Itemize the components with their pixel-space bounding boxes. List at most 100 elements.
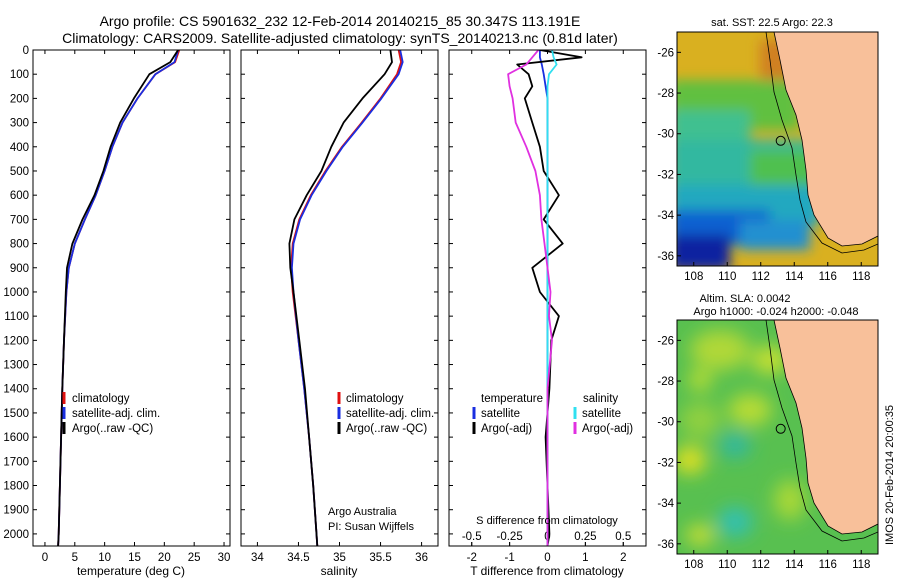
figure-title-line-1: Argo profile: CS 5901632_232 12-Feb-2014… (100, 13, 581, 29)
s-diff-tick-label: -0.25 (497, 531, 523, 543)
legend-label-satellite-adj: satellite-adj. clim. (346, 408, 434, 420)
sla-map-frame (676, 319, 879, 555)
temperature-legend: climatology satellite-adj. clim. Argo(..… (62, 392, 160, 435)
temperature-x-label: temperature (deg C) (77, 564, 185, 578)
sst-map-panel: sat. SST: 22.5 Argo: 22.3 108 110 112 114 11… (657, 17, 879, 283)
x-tick-label: 35.5 (369, 552, 391, 564)
sst-1000m-isobath (765, 32, 878, 254)
temperature-profiles (57, 50, 181, 546)
lon-tick-label: 116 (819, 559, 837, 571)
lon-tick-label: 108 (684, 271, 703, 283)
sla-map-axis-ticks: 108 110 112 114 116 118 -26 -28 -30 -32 -34 -36 (657, 335, 870, 571)
lat-tick-label: -26 (657, 47, 674, 59)
legend-label-temp-satellite: satellite (481, 408, 520, 420)
sst-map-title: sat. SST: 22.5 Argo: 22.3 (711, 17, 833, 29)
sla-map-subtitle: Argo h1000: -0.024 h2000: -0.048 (693, 306, 858, 318)
series-line-satellite-adj-clim- (290, 50, 404, 546)
legend-label-satellite-adj: satellite-adj. clim. (72, 408, 160, 420)
x-tick-label: 2 (620, 552, 626, 564)
x-tick-label: 30 (218, 552, 231, 564)
sla-land-mass (774, 320, 878, 534)
legend-label-argo: Argo(..raw -QC) (346, 423, 427, 435)
x-tick-label: 20 (158, 552, 171, 564)
series-line-climatology (290, 50, 403, 546)
salinity-panel: 34 34.5 35 35.5 36 salinity climatology sate… (240, 49, 439, 578)
depth-tick-label: 700 (10, 214, 29, 226)
salinity-profiles (288, 50, 404, 546)
x-tick-label: 0 (42, 552, 48, 564)
legend-label-temp-argo: Argo(-adj) (481, 423, 532, 435)
x-tick-label: -2 (467, 552, 477, 564)
s-diff-tick-label: 0.5 (615, 531, 631, 543)
legend-label-climatology: climatology (72, 393, 130, 405)
x-tick-label: 0 (544, 552, 550, 564)
s-diff-tick-label: -0.5 (462, 531, 482, 543)
depth-tick-label: 100 (10, 69, 29, 81)
x-tick-label: 34.5 (287, 552, 309, 564)
depth-tick-label: 1100 (4, 311, 29, 323)
figure-title-line-2: Climatology: CARS2009. Satellite-adjuste… (62, 30, 618, 46)
lat-tick-label: -30 (657, 129, 674, 141)
series-line-salinity-satellite (546, 50, 558, 546)
x-tick-label: 1 (582, 552, 588, 564)
lat-tick-label: -34 (657, 498, 674, 510)
x-tick-label: 34 (251, 552, 264, 564)
legend-label-climatology: climatology (346, 393, 404, 405)
lon-tick-label: 116 (819, 271, 837, 283)
difference-legend-temperature: temperature satellite Argo(-adj) (472, 393, 543, 435)
x-tick-label: 10 (98, 552, 111, 564)
lat-tick-label: -36 (657, 251, 674, 263)
salinity-axis-ticks: 34 34.5 35 35.5 36 (241, 49, 438, 564)
lat-tick-label: -32 (657, 169, 674, 181)
x-tick-label: 15 (128, 552, 141, 564)
lon-tick-label: 118 (852, 271, 870, 283)
temperature-plot-frame (32, 49, 231, 547)
lat-tick-label: -32 (657, 457, 674, 469)
sst-land-mass (774, 32, 878, 246)
lon-tick-label: 114 (785, 559, 804, 571)
depth-tick-label: 300 (10, 118, 29, 130)
difference-legend-salinity: salinity satellite Argo(-adj) (573, 393, 633, 435)
lon-tick-label: 110 (718, 271, 736, 283)
salinity-x-label: salinity (321, 564, 358, 578)
lat-tick-label: -36 (657, 539, 674, 551)
depth-tick-label: 200 (10, 93, 29, 105)
depth-tick-label: 1600 (3, 432, 29, 444)
salinity-legend: climatology satellite-adj. clim. Argo(..… (337, 392, 434, 435)
depth-tick-label: 500 (10, 166, 29, 178)
sst-map-image (677, 32, 878, 266)
lon-tick-label: 108 (684, 559, 703, 571)
lat-tick-label: -28 (657, 88, 674, 100)
legend-label-sal-satellite: satellite (582, 408, 621, 420)
annotation-argo-australia: Argo Australia (328, 506, 397, 518)
depth-tick-label: 2000 (3, 529, 29, 541)
difference-x-label-bottom: T difference from climatology (470, 564, 624, 578)
difference-panel: -2 -1 0 1 2-0.5 -0.25 0 0.25 0.5 T difference fr… (448, 49, 647, 578)
s-diff-tick-label: 0.25 (574, 531, 596, 543)
depth-tick-label: 1900 (3, 505, 29, 517)
lon-tick-label: 112 (752, 559, 770, 571)
depth-tick-label: 1500 (3, 408, 29, 420)
annotation-pi: PI: Susan Wijffels (328, 521, 414, 533)
legend-heading-temperature: temperature (481, 393, 543, 405)
sla-argo-position-marker (775, 423, 786, 434)
imos-timestamp: IMOS 20-Feb-2014 20:00:35 (884, 405, 896, 545)
lat-tick-label: -34 (657, 210, 674, 222)
lat-tick-label: -26 (657, 335, 674, 347)
lon-tick-label: 118 (852, 559, 870, 571)
lon-tick-label: 114 (785, 271, 804, 283)
sst-argo-position-marker (775, 135, 786, 146)
depth-tick-label: 400 (10, 142, 29, 154)
sla-map-panel: Altim. SLA: 0.0042 Argo h1000: -0.024 h2… (657, 293, 879, 571)
series-line-satellite-adj-clim- (57, 50, 179, 546)
salinity-plot-frame (240, 49, 439, 547)
depth-tick-label: 1000 (3, 287, 29, 299)
sla-coastline (773, 320, 878, 535)
temperature-axis-ticks: 0100200300400500600700800900100011001200… (3, 45, 230, 564)
difference-axis-ticks: -2 -1 0 1 2-0.5 -0.25 0 0.25 0.5 (449, 49, 646, 564)
sla-1000m-isobath (765, 320, 878, 542)
depth-tick-label: 1200 (3, 335, 29, 347)
legend-label-argo: Argo(..raw -QC) (72, 423, 153, 435)
sst-coastline (773, 32, 878, 247)
